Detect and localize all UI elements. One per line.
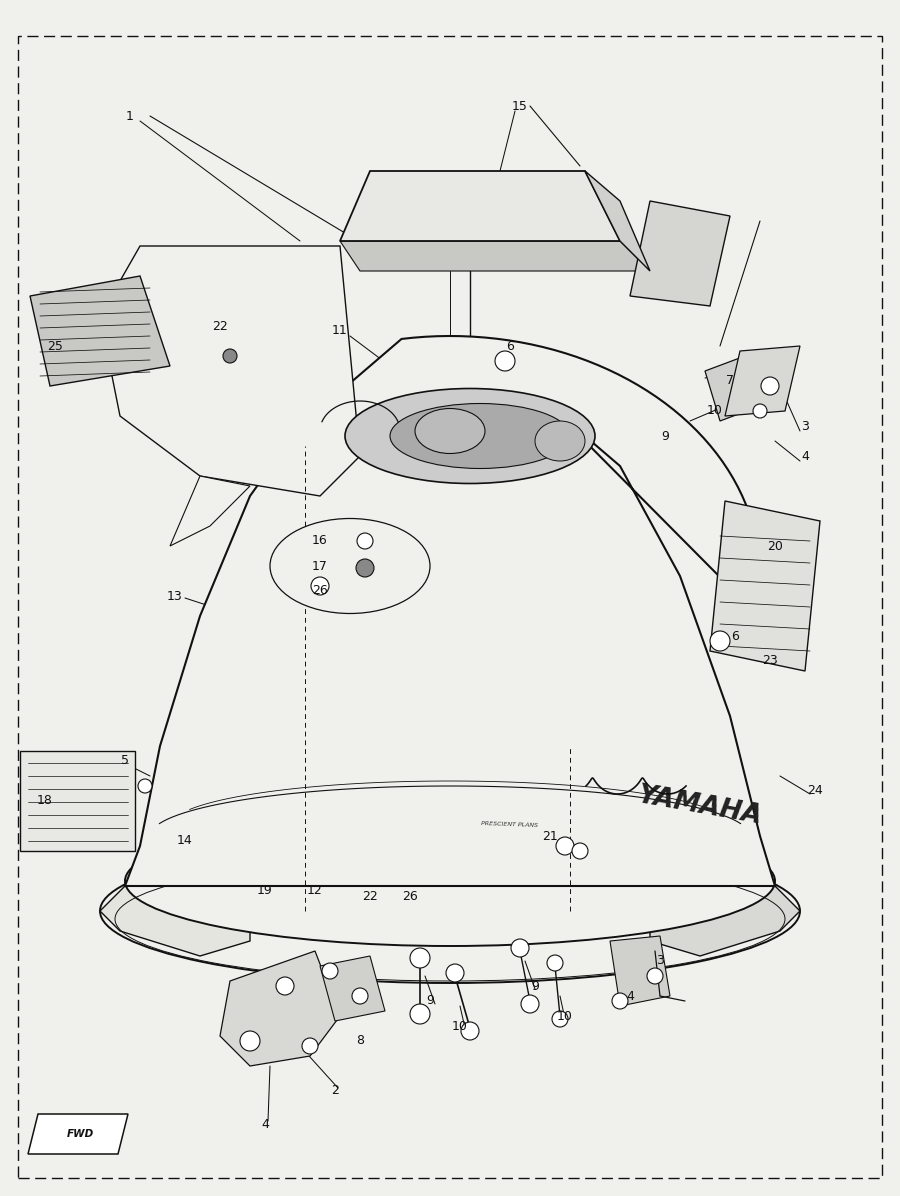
Ellipse shape [100, 840, 800, 983]
Text: 15: 15 [512, 99, 528, 112]
Circle shape [461, 1023, 479, 1041]
Ellipse shape [345, 389, 595, 483]
Text: 19: 19 [257, 885, 273, 897]
Polygon shape [705, 356, 760, 421]
Text: 9: 9 [662, 429, 669, 443]
Polygon shape [585, 171, 650, 271]
Polygon shape [220, 951, 340, 1066]
Text: 7: 7 [726, 374, 734, 388]
Text: 4: 4 [261, 1117, 269, 1130]
Polygon shape [30, 276, 170, 386]
Circle shape [761, 377, 779, 395]
Circle shape [223, 349, 237, 364]
Ellipse shape [270, 519, 430, 614]
Polygon shape [725, 346, 800, 416]
Circle shape [495, 350, 515, 371]
Text: 13: 13 [167, 590, 183, 603]
Polygon shape [340, 171, 620, 242]
Text: 4: 4 [626, 989, 634, 1002]
Text: 10: 10 [557, 1009, 573, 1023]
Text: 6: 6 [506, 340, 514, 353]
Circle shape [521, 995, 539, 1013]
Text: 22: 22 [212, 319, 228, 332]
Circle shape [240, 1031, 260, 1051]
Text: 25: 25 [47, 340, 63, 353]
Text: 10: 10 [452, 1019, 468, 1032]
FancyBboxPatch shape [20, 751, 135, 852]
Text: 5: 5 [121, 755, 129, 768]
Text: 16: 16 [312, 535, 328, 548]
Circle shape [410, 948, 430, 968]
Polygon shape [320, 956, 385, 1021]
Text: 11: 11 [332, 324, 348, 337]
Circle shape [547, 954, 563, 971]
Text: 3: 3 [801, 420, 809, 433]
Circle shape [710, 631, 730, 651]
Circle shape [446, 964, 464, 982]
Circle shape [753, 404, 767, 417]
Text: 6: 6 [731, 629, 739, 642]
Polygon shape [125, 336, 775, 886]
Text: 26: 26 [312, 585, 328, 598]
Text: 9: 9 [531, 980, 539, 993]
Text: 1: 1 [126, 110, 134, 122]
Text: 22: 22 [362, 890, 378, 903]
Polygon shape [28, 1113, 128, 1154]
Text: 8: 8 [356, 1035, 364, 1048]
Polygon shape [650, 836, 800, 956]
Circle shape [357, 533, 373, 549]
Text: 9: 9 [426, 995, 434, 1007]
Circle shape [552, 1011, 568, 1027]
Text: YAMAHA: YAMAHA [635, 782, 764, 830]
Polygon shape [125, 886, 775, 907]
Polygon shape [100, 246, 360, 496]
Text: 17: 17 [312, 560, 328, 573]
Polygon shape [100, 846, 250, 956]
Circle shape [647, 968, 663, 984]
Text: 20: 20 [767, 539, 783, 553]
Ellipse shape [390, 403, 570, 469]
Polygon shape [170, 476, 250, 547]
Text: 24: 24 [807, 785, 823, 798]
Polygon shape [610, 936, 670, 1006]
Text: 10: 10 [707, 404, 723, 417]
Polygon shape [340, 242, 650, 271]
Circle shape [302, 1038, 318, 1054]
Circle shape [556, 837, 574, 855]
Text: 21: 21 [542, 830, 558, 842]
Circle shape [612, 993, 628, 1009]
Text: 26: 26 [402, 890, 418, 903]
Circle shape [311, 576, 329, 594]
Text: 18: 18 [37, 794, 53, 807]
Circle shape [322, 963, 338, 980]
Circle shape [410, 1003, 430, 1024]
Text: 12: 12 [307, 885, 323, 897]
Ellipse shape [535, 421, 585, 460]
Text: FWD: FWD [67, 1129, 94, 1139]
Text: 23: 23 [762, 654, 778, 667]
Circle shape [352, 988, 368, 1003]
Text: 2: 2 [331, 1085, 339, 1098]
Circle shape [356, 559, 374, 576]
Text: 4: 4 [801, 450, 809, 463]
Polygon shape [630, 201, 730, 306]
Text: 14: 14 [177, 835, 193, 848]
Circle shape [511, 939, 529, 957]
Text: PRESCIENT PLANS: PRESCIENT PLANS [482, 820, 538, 828]
Circle shape [138, 779, 152, 793]
Ellipse shape [415, 409, 485, 453]
Polygon shape [710, 501, 820, 671]
Circle shape [276, 977, 294, 995]
Text: 3: 3 [656, 954, 664, 968]
Circle shape [572, 843, 588, 859]
Ellipse shape [125, 816, 775, 946]
